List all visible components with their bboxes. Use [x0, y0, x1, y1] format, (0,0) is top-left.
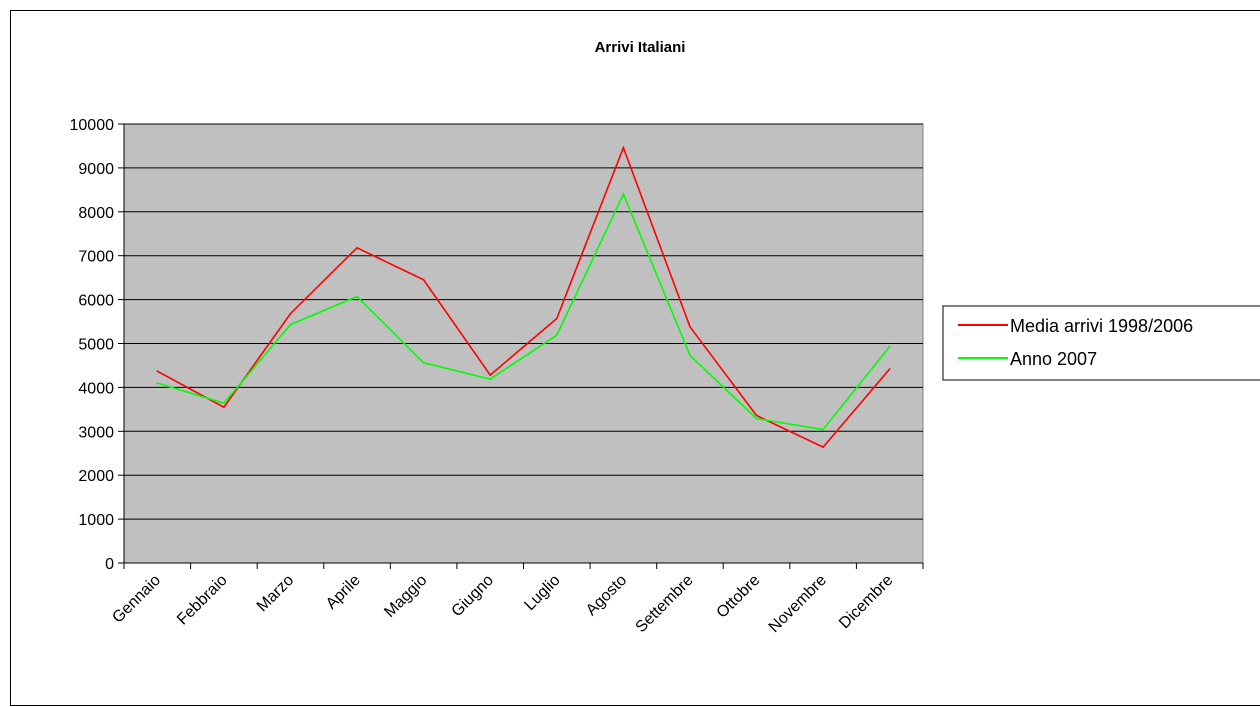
plot-area: 0 1000 2000 3000 4000 5000 6000 7000 8000 9000 100…	[70, 117, 924, 636]
x-tick-label: Aprile	[323, 572, 364, 613]
data-point	[356, 295, 358, 298]
legend-label: Anno 2007	[1010, 349, 1097, 369]
x-tick-label: Marzo	[254, 572, 298, 616]
chart-title: Arrivi Italiani	[595, 39, 686, 56]
data-point	[822, 446, 824, 448]
y-tick-label: 7000	[78, 249, 114, 266]
data-point	[156, 370, 159, 372]
x-tick-label: Febbraio	[174, 572, 231, 629]
y-tick-label: 9000	[78, 161, 114, 178]
data-point	[223, 402, 225, 405]
data-point	[489, 378, 492, 380]
data-point	[289, 323, 292, 326]
y-tick-label: 1000	[78, 512, 114, 529]
legend: Media arrivi 1998/2006 Anno 2007	[942, 305, 1260, 381]
x-tick-label: Agosto	[583, 572, 630, 619]
legend-label: Media arrivi 1998/2006	[1010, 316, 1193, 336]
x-tick-label: Ottobre	[714, 572, 764, 622]
y-tick-label: 6000	[78, 293, 114, 310]
legend-box	[942, 305, 1260, 381]
data-point	[689, 354, 691, 357]
data-point	[555, 334, 558, 336]
y-tick-label: 5000	[78, 337, 114, 354]
series-line-2	[157, 192, 891, 431]
x-tick-label: Luglio	[521, 572, 563, 614]
data-point	[223, 406, 225, 408]
data-point	[356, 246, 358, 249]
data-point	[755, 414, 758, 417]
data-point	[622, 146, 625, 149]
data-point	[622, 193, 625, 196]
x-tick-label: Maggio	[381, 572, 430, 621]
data-point	[422, 362, 425, 364]
y-tick-label: 4000	[78, 380, 114, 397]
data-point	[689, 326, 691, 328]
y-tick-label: 0	[105, 556, 114, 573]
data-point	[489, 374, 492, 376]
data-point	[156, 382, 159, 384]
data-point	[422, 279, 425, 281]
x-tick-label: Settembre	[633, 572, 697, 636]
y-tick-label: 8000	[78, 205, 114, 222]
y-tick-label: 2000	[78, 468, 114, 485]
data-point	[888, 345, 891, 348]
x-tick-label: Gennaio	[109, 572, 164, 627]
y-tick-label: 10000	[70, 117, 115, 134]
data-point	[888, 368, 891, 370]
x-tick-label: Dicembre	[836, 572, 897, 633]
data-point	[822, 428, 824, 431]
data-point	[555, 317, 558, 320]
y-tick-label: 3000	[78, 424, 114, 441]
data-point	[289, 312, 292, 315]
x-tick-label: Giugno	[449, 572, 498, 621]
data-point	[755, 417, 758, 420]
x-tick-label: Novembre	[766, 572, 830, 636]
